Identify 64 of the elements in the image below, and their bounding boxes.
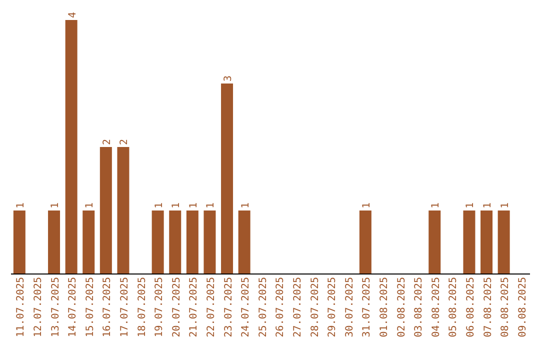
x-tick-label: 06.08.2025 xyxy=(465,277,476,338)
x-tick-label: 30.07.2025 xyxy=(344,277,356,338)
x-tick-label: 08.08.2025 xyxy=(500,277,512,338)
bar xyxy=(480,210,493,274)
bar xyxy=(428,210,441,274)
data-label: 1 xyxy=(171,202,182,208)
x-tick-label: 07.08.2025 xyxy=(482,277,494,338)
data-label: 1 xyxy=(84,202,96,208)
bar xyxy=(238,210,250,274)
bar xyxy=(359,210,372,274)
data-label: 1 xyxy=(206,202,217,208)
x-tick-label: 17.07.2025 xyxy=(119,277,130,338)
bar xyxy=(498,210,510,274)
bar xyxy=(221,84,234,274)
x-tick-label: 18.07.2025 xyxy=(136,277,148,338)
x-tick-label: 26.07.2025 xyxy=(275,277,286,338)
bar xyxy=(13,210,26,274)
data-label: 1 xyxy=(240,202,252,208)
bar xyxy=(152,210,164,274)
data-label: 2 xyxy=(119,138,130,145)
data-label: 1 xyxy=(188,202,200,208)
bar xyxy=(82,210,95,274)
x-tick-label: 21.07.2025 xyxy=(188,277,200,338)
x-tick-label: 31.07.2025 xyxy=(362,277,373,338)
bar xyxy=(65,20,78,274)
bar xyxy=(204,210,216,274)
x-tick-label: 28.07.2025 xyxy=(310,277,321,338)
x-tick-label: 27.07.2025 xyxy=(292,277,304,338)
data-label: 1 xyxy=(50,202,62,208)
x-tick-label: 01.08.2025 xyxy=(378,277,390,338)
x-tick-label: 04.08.2025 xyxy=(430,277,442,338)
bar xyxy=(463,210,476,274)
bar xyxy=(48,210,60,274)
x-tick-label: 22.07.2025 xyxy=(206,277,217,338)
bar xyxy=(169,210,182,274)
x-tick-label: 12.07.2025 xyxy=(32,277,44,338)
data-label: 3 xyxy=(223,75,234,82)
data-label: 1 xyxy=(361,202,372,208)
x-tick-label: 03.08.2025 xyxy=(414,277,425,338)
bar xyxy=(117,147,130,274)
x-tick-label: 20.07.2025 xyxy=(171,277,182,338)
data-label: 1 xyxy=(500,202,511,208)
data-label: 2 xyxy=(102,138,113,145)
bar xyxy=(100,147,112,274)
data-label: 1 xyxy=(482,202,494,208)
data-label: 1 xyxy=(430,202,442,208)
x-tick-label: 25.07.2025 xyxy=(258,277,269,338)
x-tick-label: 19.07.2025 xyxy=(154,277,166,338)
data-label: 1 xyxy=(465,202,476,208)
x-tick-label: 15.07.2025 xyxy=(84,277,96,338)
x-tick-label: 29.07.2025 xyxy=(327,277,338,338)
x-tick-label: 05.08.2025 xyxy=(448,277,460,338)
x-tick-label: 09.08.2025 xyxy=(517,277,528,338)
x-tick-label: 23.07.2025 xyxy=(223,277,234,338)
data-label: 4 xyxy=(67,12,78,18)
x-tick-label: 11.07.2025 xyxy=(16,277,27,338)
x-tick-label: 24.07.2025 xyxy=(240,277,252,338)
x-tick-label: 14.07.2025 xyxy=(68,277,79,338)
x-tick-label: 02.08.2025 xyxy=(396,277,408,338)
bar xyxy=(186,210,198,274)
x-tick-label: 13.07.2025 xyxy=(50,277,62,338)
x-tick-label: 16.07.2025 xyxy=(102,277,114,338)
data-label: 1 xyxy=(15,202,26,208)
data-label: 1 xyxy=(154,202,165,208)
